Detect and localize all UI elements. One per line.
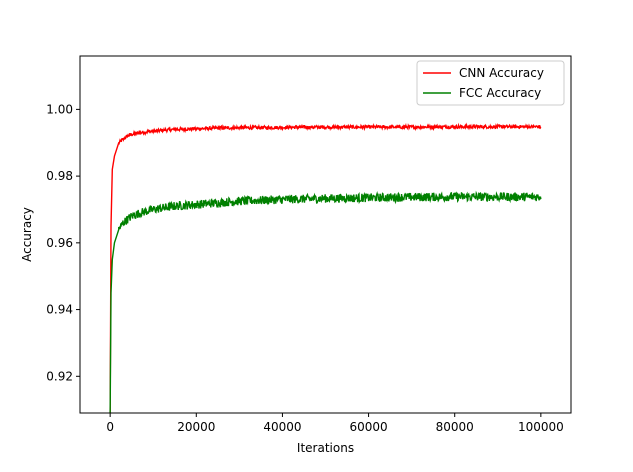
legend-box [416, 60, 565, 106]
series-line-fcc [109, 190, 542, 413]
y-axis-label: Accuracy [20, 207, 34, 262]
y-tick-label: 0.98 [46, 169, 73, 183]
x-axis: 0 20000 40000 60000 80000 100000 [106, 413, 564, 434]
x-axis-label: Iterations [297, 441, 354, 455]
y-tick-label: 0.94 [46, 303, 73, 317]
x-tick-label: 100000 [518, 420, 564, 434]
plot-area [109, 122, 542, 413]
series-line-cnn [109, 122, 542, 413]
y-axis: 0.92 0.94 0.96 0.98 1.00 [46, 102, 80, 383]
x-tick-label: 40000 [263, 420, 301, 434]
x-tick-label: 80000 [436, 420, 474, 434]
x-tick-label: 20000 [177, 420, 215, 434]
y-tick-label: 0.96 [46, 236, 73, 250]
y-tick-label: 0.92 [46, 369, 73, 383]
legend-label: CNN Accuracy [459, 66, 544, 80]
y-tick-label: 1.00 [46, 102, 73, 116]
x-tick-label: 0 [106, 420, 114, 434]
x-tick-label: 60000 [349, 420, 387, 434]
legend-label: FCC Accuracy [459, 86, 541, 100]
axes-frame [79, 55, 572, 414]
legend: CNN Accuracy FCC Accuracy [416, 60, 565, 106]
